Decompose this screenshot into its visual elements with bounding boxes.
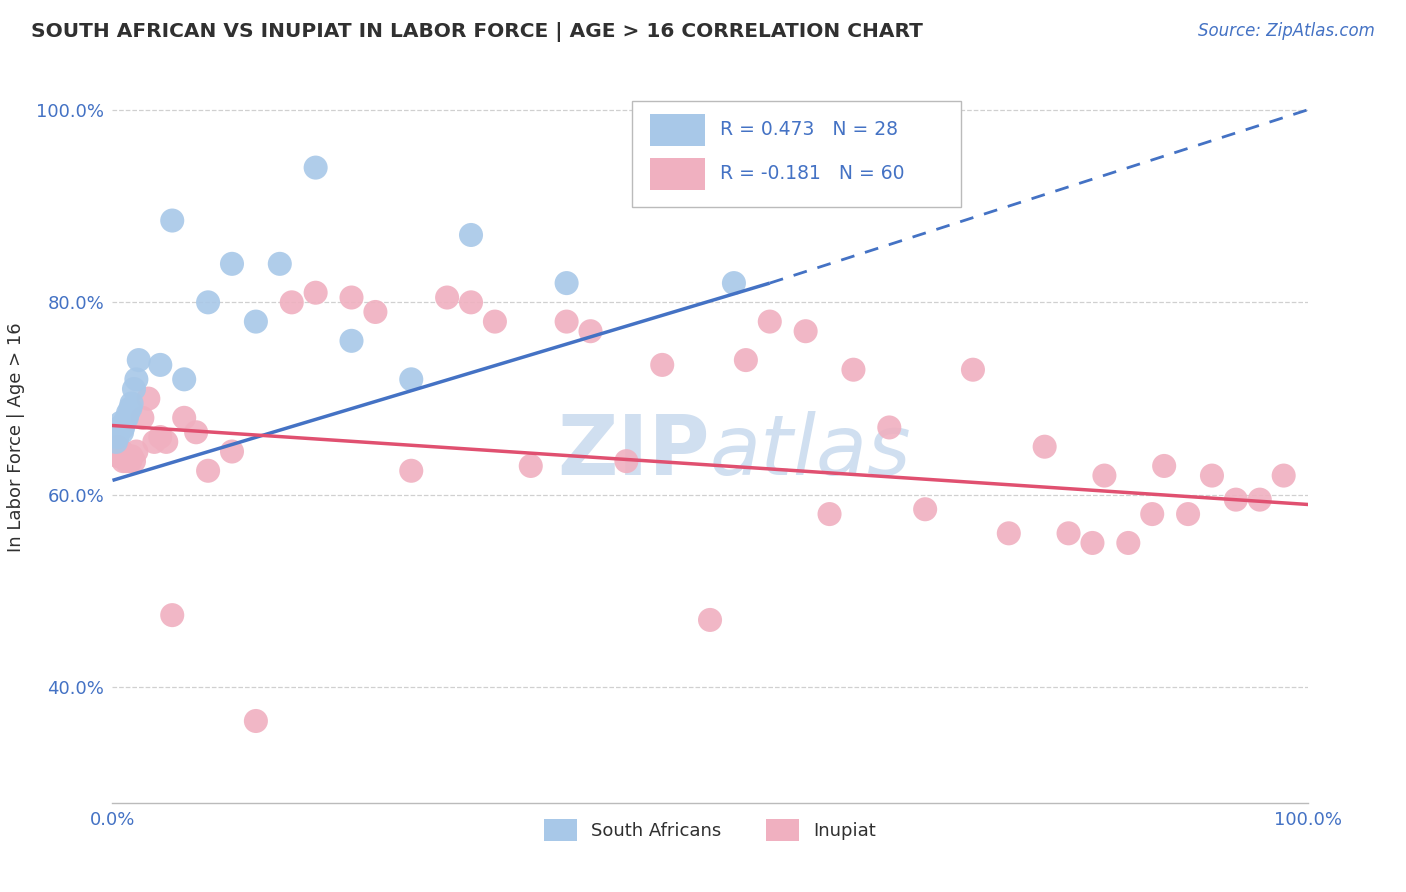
Point: [460, 295, 482, 310]
Point: [125, 372, 148, 386]
Point: [460, 227, 482, 242]
Point: [699, 613, 721, 627]
FancyBboxPatch shape: [651, 158, 706, 190]
Point: [162, 213, 183, 227]
Point: [879, 420, 901, 434]
Point: [115, 410, 138, 425]
Point: [110, 416, 132, 430]
Point: [121, 396, 143, 410]
Point: [186, 425, 208, 440]
Point: [1118, 536, 1140, 550]
Point: [114, 416, 135, 430]
Point: [555, 276, 578, 290]
Point: [108, 420, 131, 434]
Point: [245, 315, 267, 329]
Legend: South Africans, Inupiat: South Africans, Inupiat: [537, 812, 883, 848]
Point: [305, 161, 328, 175]
Point: [108, 444, 131, 458]
Point: [616, 454, 638, 468]
Text: Source: ZipAtlas.com: Source: ZipAtlas.com: [1198, 22, 1375, 40]
Point: [579, 324, 602, 338]
Point: [1153, 458, 1175, 473]
Point: [112, 454, 135, 468]
Point: [1142, 507, 1164, 521]
Point: [162, 608, 183, 623]
Text: R = -0.181   N = 60: R = -0.181 N = 60: [720, 163, 904, 183]
Y-axis label: In Labor Force | Age > 16: In Labor Force | Age > 16: [7, 322, 25, 552]
Point: [115, 454, 138, 468]
Point: [1249, 492, 1271, 507]
Point: [1177, 507, 1199, 521]
Point: [555, 315, 578, 329]
Point: [794, 324, 817, 338]
Point: [105, 444, 128, 458]
Point: [120, 401, 142, 416]
Point: [111, 425, 134, 440]
Point: [111, 444, 134, 458]
Point: [436, 291, 458, 305]
Point: [173, 410, 195, 425]
Point: [1057, 526, 1080, 541]
Point: [125, 444, 148, 458]
Point: [149, 358, 172, 372]
Point: [1201, 468, 1223, 483]
Point: [105, 440, 128, 454]
FancyBboxPatch shape: [633, 101, 962, 207]
Point: [269, 257, 291, 271]
Point: [401, 464, 423, 478]
Point: [1225, 492, 1247, 507]
Point: [651, 358, 673, 372]
Point: [131, 410, 153, 425]
Point: [128, 353, 150, 368]
Point: [735, 353, 758, 368]
Point: [759, 315, 782, 329]
Point: [122, 454, 145, 468]
Point: [197, 295, 219, 310]
Point: [221, 444, 243, 458]
Point: [998, 526, 1021, 541]
Point: [340, 334, 363, 348]
Text: SOUTH AFRICAN VS INUPIAT IN LABOR FORCE | AGE > 16 CORRELATION CHART: SOUTH AFRICAN VS INUPIAT IN LABOR FORCE …: [31, 22, 922, 42]
Point: [340, 291, 363, 305]
Point: [117, 406, 139, 420]
Text: R = 0.473   N = 28: R = 0.473 N = 28: [720, 120, 897, 138]
Point: [110, 450, 132, 464]
Point: [1272, 468, 1295, 483]
Point: [364, 305, 387, 319]
Point: [245, 714, 267, 728]
Point: [962, 362, 984, 376]
Point: [114, 450, 135, 464]
Point: [143, 434, 166, 449]
Point: [120, 454, 142, 468]
Point: [914, 502, 936, 516]
Point: [121, 450, 143, 464]
Point: [117, 450, 139, 464]
Point: [1081, 536, 1104, 550]
Point: [155, 434, 177, 449]
Point: [305, 285, 328, 300]
Point: [107, 425, 129, 440]
Point: [173, 372, 195, 386]
Point: [122, 382, 145, 396]
Point: [520, 458, 543, 473]
Point: [281, 295, 304, 310]
Point: [149, 430, 172, 444]
Point: [105, 434, 128, 449]
Point: [401, 372, 423, 386]
FancyBboxPatch shape: [651, 114, 706, 146]
Point: [112, 420, 135, 434]
Point: [138, 392, 160, 406]
Point: [197, 464, 219, 478]
Text: atlas: atlas: [710, 411, 911, 492]
Point: [1033, 440, 1056, 454]
Text: ZIP: ZIP: [558, 411, 710, 492]
Point: [221, 257, 243, 271]
Point: [818, 507, 841, 521]
Point: [1094, 468, 1116, 483]
Point: [105, 430, 128, 444]
Point: [842, 362, 865, 376]
Point: [484, 315, 506, 329]
Point: [723, 276, 745, 290]
Point: [107, 450, 129, 464]
